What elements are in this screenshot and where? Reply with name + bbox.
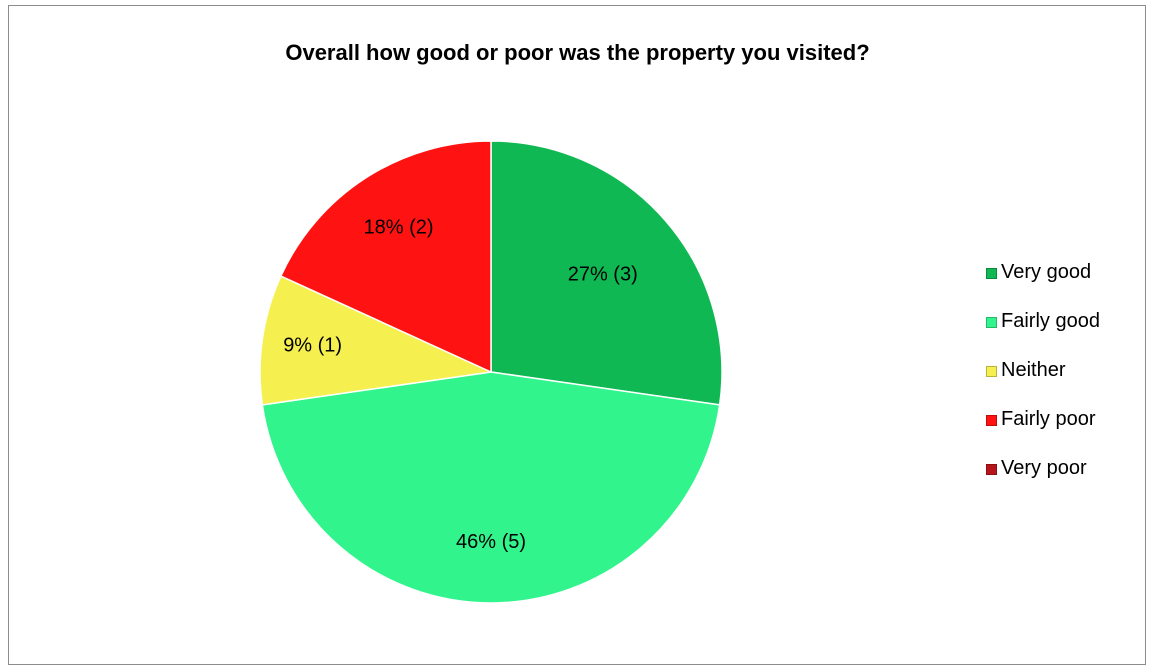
- legend-item-neither: Neither: [986, 357, 1146, 387]
- legend-swatch-very-good: [986, 268, 997, 279]
- pie-slice-very-good: [490, 140, 723, 406]
- legend-label-neither: Neither: [1001, 359, 1066, 381]
- data-label-fairly-poor: 18% (2): [364, 216, 434, 238]
- legend-label-very-good: Very good: [1001, 261, 1092, 283]
- legend-item-very-good: Very good: [986, 259, 1146, 289]
- legend-label-fairly-good: Fairly good: [1001, 310, 1100, 332]
- legend-swatch-neither: [986, 366, 997, 377]
- legend-swatch-fairly-good: [986, 317, 997, 328]
- legend: Very good Fairly good Neither Fairly poo…: [986, 259, 1146, 504]
- legend-item-fairly-poor: Fairly poor: [986, 406, 1146, 436]
- pie-slice-fairly-good: [261, 371, 721, 604]
- pie-data-labels: 27% (3) 46% (5) 9% (1) 18% (2): [283, 216, 638, 553]
- legend-item-fairly-good: Fairly good: [986, 308, 1146, 338]
- legend-label-very-poor: Very poor: [1001, 457, 1087, 479]
- data-label-fairly-good: 46% (5): [456, 531, 526, 553]
- legend-label-fairly-poor: Fairly poor: [1001, 408, 1096, 430]
- chart-title: Overall how good or poor was the propert…: [285, 40, 870, 65]
- legend-swatch-very-poor: [986, 464, 997, 475]
- pie-slices: [259, 140, 723, 604]
- pie-slice-fairly-poor: [279, 140, 492, 374]
- legend-item-very-poor: Very poor: [986, 455, 1146, 485]
- pie-slice-neither: [259, 275, 494, 406]
- data-label-very-good: 27% (3): [568, 263, 638, 285]
- legend-swatch-fairly-poor: [986, 415, 997, 426]
- data-label-neither: 9% (1): [283, 335, 342, 357]
